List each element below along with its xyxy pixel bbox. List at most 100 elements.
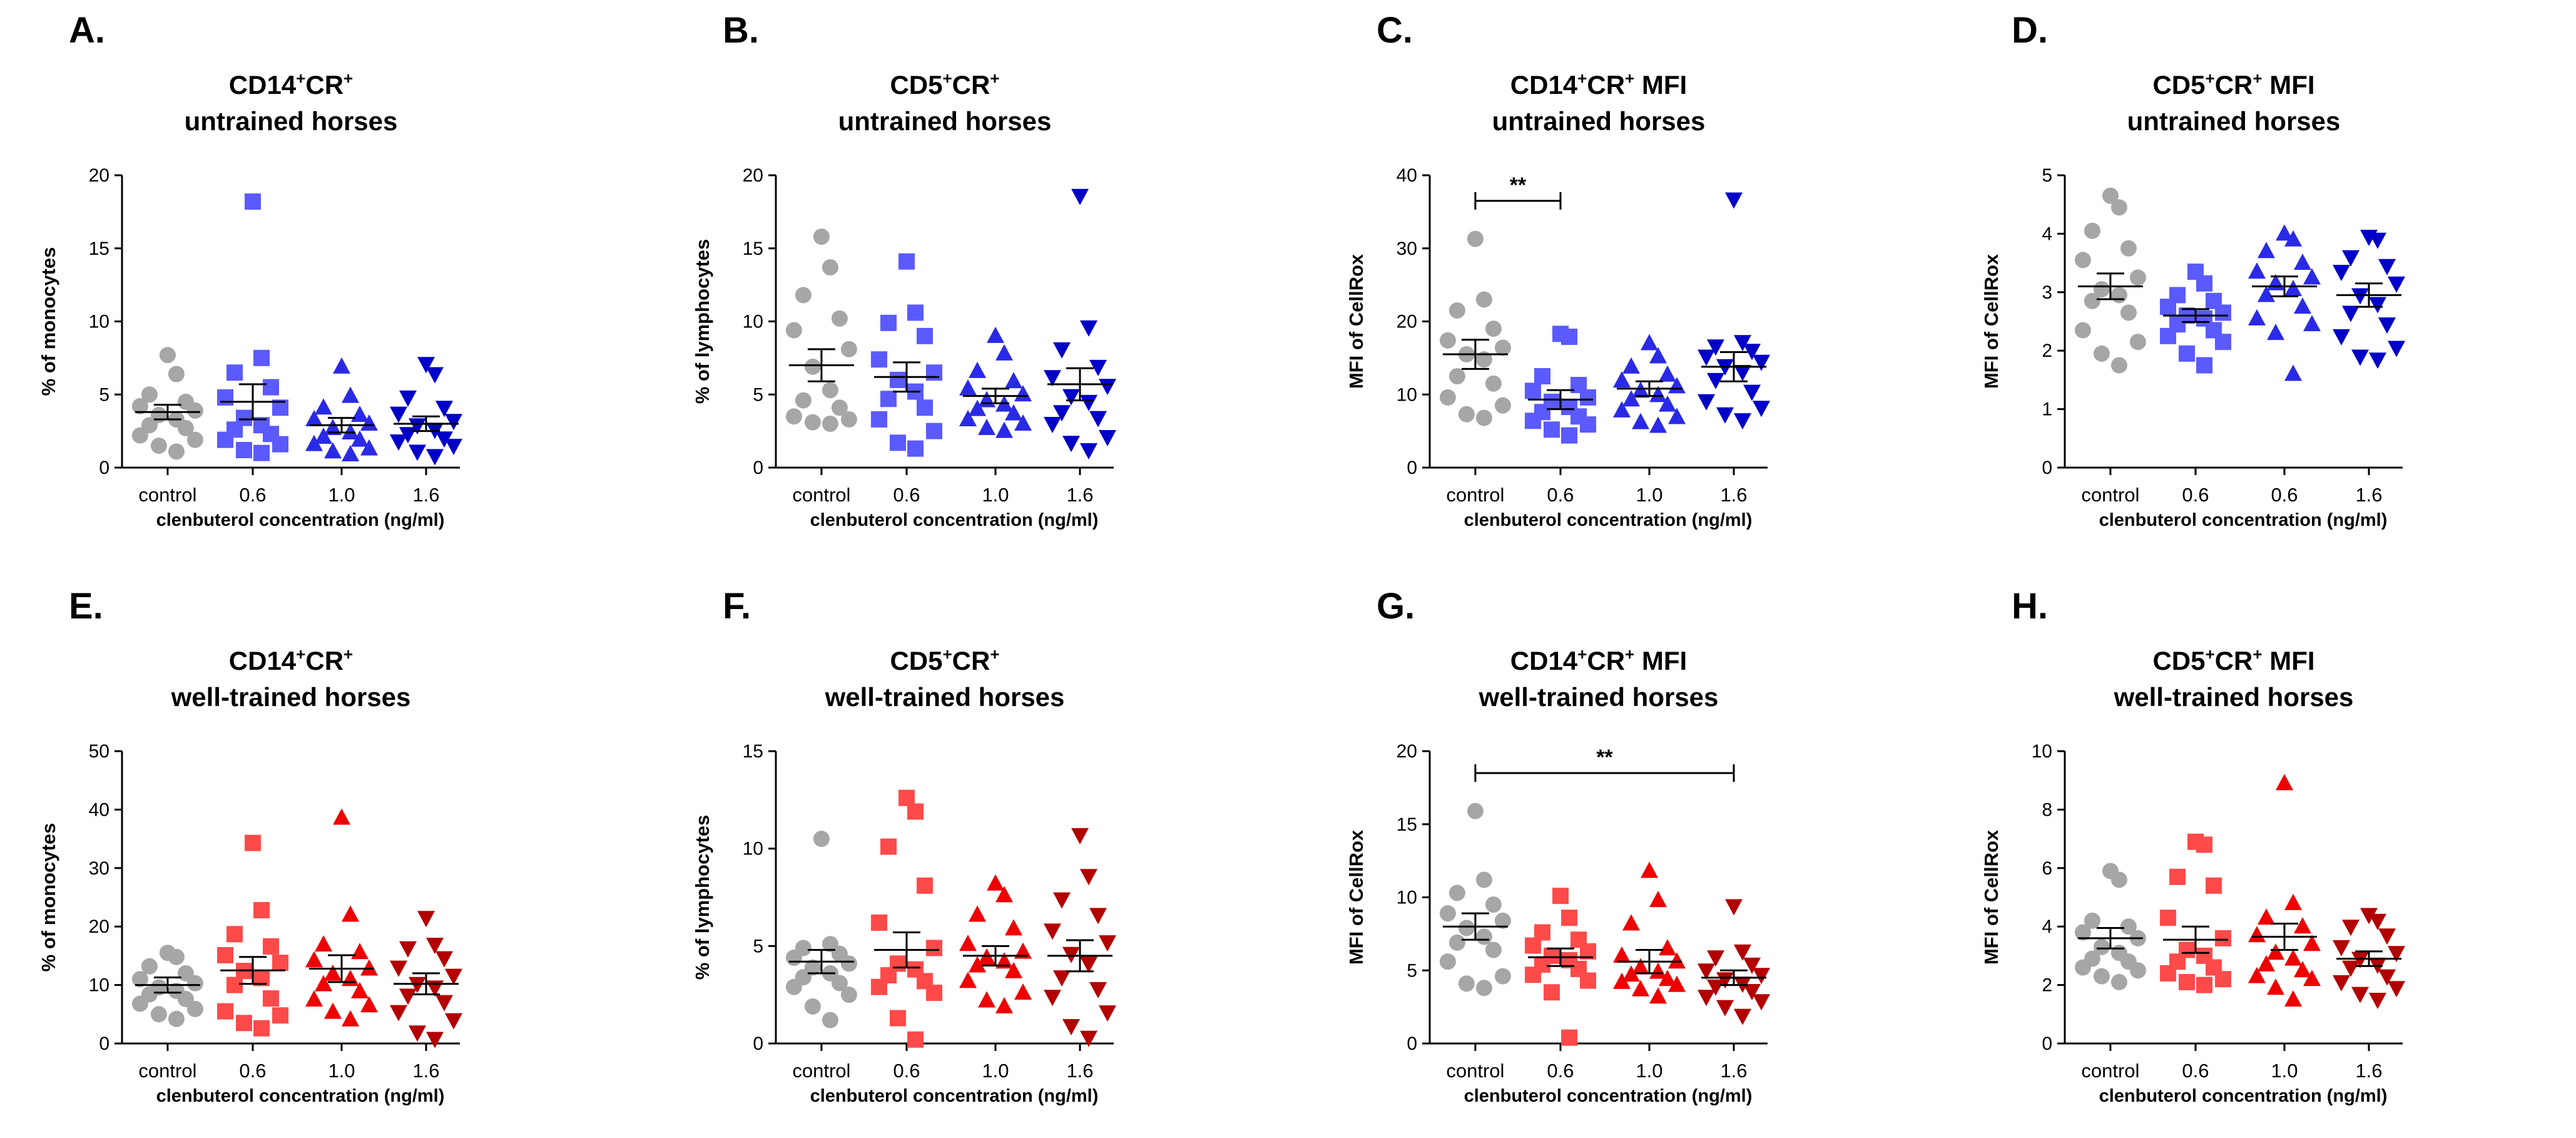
data-point-square xyxy=(244,193,261,210)
data-point-square xyxy=(1560,1029,1577,1046)
panel-subtitle: untrained horses xyxy=(185,106,398,136)
data-point-circle xyxy=(2120,304,2137,321)
y-tick-label: 20 xyxy=(1397,741,1417,762)
x-category-label: control xyxy=(138,1060,196,1082)
title-tail: MFI xyxy=(1634,646,1687,675)
data-point-triangle-up xyxy=(1613,946,1631,963)
data-point-triangle-down xyxy=(2369,232,2386,249)
title-sup: + xyxy=(942,645,952,664)
data-point-triangle-down xyxy=(1716,407,1734,424)
data-point-square xyxy=(272,436,288,453)
data-point-triangle-up xyxy=(2303,315,2321,332)
data-point-triangle-up xyxy=(2276,774,2293,791)
data-point-circle xyxy=(2084,912,2100,929)
x-category-label: 0.6 xyxy=(1547,1060,1574,1082)
data-point-circle xyxy=(168,948,185,965)
data-point-square xyxy=(870,351,887,368)
data-point-triangle-down xyxy=(426,1032,444,1048)
data-point-triangle-down xyxy=(2378,928,2396,945)
data-point-triangle-down xyxy=(1044,416,1061,433)
data-point-square xyxy=(1560,329,1577,346)
data-point-circle xyxy=(785,408,802,425)
data-point-triangle-down xyxy=(1743,344,1761,361)
x-category-label: 1.0 xyxy=(328,1060,355,1082)
data-point-circle xyxy=(840,987,857,1003)
data-point-triangle-down xyxy=(2342,920,2360,936)
data-point-circle xyxy=(1475,351,1492,368)
data-point-triangle-down xyxy=(1725,192,1743,209)
data-point-square xyxy=(1543,984,1560,1001)
data-point-triangle-up xyxy=(1622,965,1640,982)
data-point-square xyxy=(907,304,924,321)
data-point-square xyxy=(2169,868,2186,885)
data-point-triangle-down xyxy=(1753,968,1770,985)
x-axis-label: clenbuterol concentration (ng/ml) xyxy=(810,510,1099,530)
data-point-square xyxy=(272,955,288,971)
title-sup: + xyxy=(2206,645,2215,664)
data-point-circle xyxy=(131,971,148,988)
title-marker: CD5 xyxy=(2152,70,2205,100)
title-tail: MFI xyxy=(1634,70,1687,100)
data-point-square xyxy=(226,977,243,993)
title-marker: CD5 xyxy=(890,70,942,100)
panel-title: CD5+CR+ MFI xyxy=(2152,645,2314,675)
panel-title: CD5+CR+ MFI xyxy=(2152,69,2314,100)
data-point-triangle-up xyxy=(995,997,1013,1013)
data-point-triangle-up xyxy=(324,442,342,459)
data-point-square xyxy=(2178,973,2195,990)
data-point-triangle-down xyxy=(1053,405,1071,422)
data-point-triangle-up xyxy=(2267,943,2284,960)
x-axis-label: clenbuterol concentration (ng/ml) xyxy=(1464,510,1753,530)
x-category-label: 1.6 xyxy=(412,484,439,506)
data-point-square xyxy=(2196,977,2212,993)
data-point-circle xyxy=(785,978,802,995)
data-point-triangle-up xyxy=(2303,970,2321,987)
data-point-triangle-down xyxy=(2369,297,2386,314)
y-tick-label: 5 xyxy=(753,936,763,956)
data-point-triangle-up xyxy=(342,444,359,461)
y-axis-label: MFI of CellRox xyxy=(1345,829,1367,965)
title-marker: CD14 xyxy=(1510,70,1578,100)
panel-letter: G. xyxy=(1377,586,1415,627)
data-point-square xyxy=(2196,836,2212,853)
data-point-square xyxy=(1524,382,1541,399)
data-point-triangle-down xyxy=(1080,320,1097,337)
title-sup: + xyxy=(1625,645,1634,664)
x-axis-label: clenbuterol concentration (ng/ml) xyxy=(1464,1086,1753,1106)
data-point-triangle-up xyxy=(1641,861,1658,878)
data-point-square xyxy=(244,834,261,851)
y-tick-label: 10 xyxy=(2032,741,2052,762)
data-point-square xyxy=(916,399,933,416)
data-point-triangle-down xyxy=(435,995,453,1012)
data-point-triangle-down xyxy=(1089,359,1107,376)
data-point-circle xyxy=(168,366,185,382)
y-tick-label: 0 xyxy=(99,1033,109,1054)
y-tick-label: 0 xyxy=(99,458,109,478)
data-point-triangle-up xyxy=(342,905,359,922)
title-sup: + xyxy=(1625,69,1634,88)
y-tick-label: 6 xyxy=(2042,858,2052,879)
data-point-square xyxy=(272,1007,288,1024)
data-point-circle xyxy=(822,415,838,432)
y-tick-label: 10 xyxy=(743,839,763,859)
data-point-square xyxy=(925,364,942,381)
data-point-triangle-up xyxy=(1649,987,1667,1004)
data-point-triangle-up xyxy=(342,970,359,987)
panel-subtitle: untrained horses xyxy=(838,106,1052,136)
data-point-triangle-down xyxy=(1062,389,1080,406)
data-point-circle xyxy=(831,975,848,992)
data-point-triangle-up xyxy=(995,421,1013,438)
data-point-triangle-up xyxy=(1014,942,1032,959)
data-point-triangle-up xyxy=(2284,364,2302,381)
data-point-triangle-down xyxy=(2342,960,2360,977)
data-point-triangle-up xyxy=(978,391,995,408)
data-point-triangle-up xyxy=(305,434,323,451)
x-category-label: 1.0 xyxy=(1636,484,1662,506)
data-point-circle xyxy=(831,310,848,327)
data-point-square xyxy=(2178,345,2195,362)
panel-title: CD14+CR+ xyxy=(229,69,353,100)
significance-label: ** xyxy=(1596,746,1613,769)
panel-title: CD14+CR+ MFI xyxy=(1510,69,1687,100)
data-point-square xyxy=(2196,275,2212,292)
